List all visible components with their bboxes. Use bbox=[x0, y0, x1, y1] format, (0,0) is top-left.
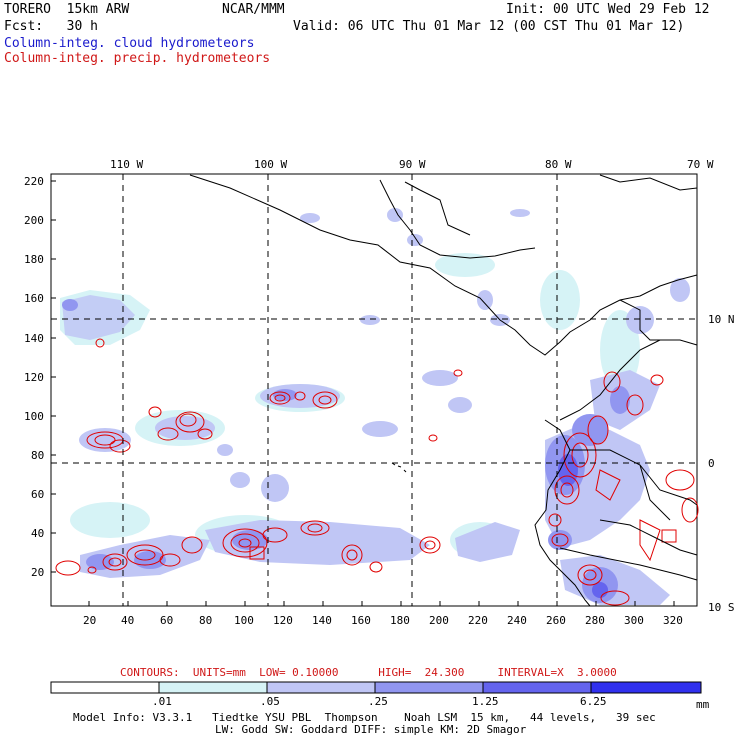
x-tick-label: 260 bbox=[546, 614, 566, 627]
colorbar bbox=[50, 681, 702, 694]
x-tick-label: 60 bbox=[160, 614, 174, 627]
model-title: TORERO 15km ARW bbox=[4, 2, 130, 17]
x-tick-label: 20 bbox=[83, 614, 97, 627]
x-tick-label: 280 bbox=[585, 614, 605, 627]
y-tick-label: 120 bbox=[24, 371, 44, 384]
lon-label-90w: 90 W bbox=[399, 158, 426, 171]
init-time: Init: 00 UTC Wed 29 Feb 12 bbox=[506, 2, 710, 17]
y-tick-label: 60 bbox=[31, 488, 45, 501]
valid-time: Valid: 06 UTC Thu 01 Mar 12 (00 CST Thu … bbox=[293, 19, 685, 34]
x-tick-label: 80 bbox=[199, 614, 213, 627]
x-tick-label: 120 bbox=[273, 614, 293, 627]
latlon-grid bbox=[51, 174, 697, 606]
x-tick-label: 180 bbox=[390, 614, 410, 627]
y-tick-label: 140 bbox=[24, 332, 44, 345]
x-tick-label: 100 bbox=[234, 614, 254, 627]
lon-label-70w: 70 W bbox=[687, 158, 714, 171]
lat-label-0: 0 bbox=[708, 457, 715, 470]
colorbar-label: .01 bbox=[152, 695, 172, 708]
y-tick-label: 20 bbox=[31, 566, 45, 579]
colorbar-label: 1.25 bbox=[472, 695, 499, 708]
forecast-hour: Fcst: 30 h bbox=[4, 19, 98, 34]
center-label: NCAR/MMM bbox=[222, 2, 285, 17]
model-info: Model Info: V3.3.1 Tiedtke YSU PBL Thomp… bbox=[73, 711, 656, 724]
coastlines bbox=[189, 174, 698, 607]
lat-label-10s: 10 S bbox=[708, 601, 735, 614]
lat-label-10n: 10 N bbox=[708, 313, 735, 326]
x-tick-label: 160 bbox=[351, 614, 371, 627]
axis-ticks bbox=[51, 180, 675, 606]
lon-label-80w: 80 W bbox=[545, 158, 572, 171]
lon-label-100w: 100 W bbox=[254, 158, 288, 171]
colorbar-units: mm bbox=[696, 698, 710, 711]
x-tick-label: 320 bbox=[663, 614, 683, 627]
field-cloud-label: Column-integ. cloud hydrometeors bbox=[4, 36, 255, 51]
model-physics: LW: Godd SW: Goddard DIFF: simple KM: 2D… bbox=[215, 723, 527, 736]
y-tick-label: 80 bbox=[31, 449, 45, 462]
y-tick-label: 160 bbox=[24, 292, 44, 305]
x-tick-label: 200 bbox=[429, 614, 449, 627]
y-tick-label: 100 bbox=[24, 410, 44, 423]
colorbar-label: .05 bbox=[260, 695, 280, 708]
x-tick-label: 300 bbox=[624, 614, 644, 627]
y-tick-label: 180 bbox=[24, 253, 44, 266]
contour-info: CONTOURS: UNITS=mm LOW= 0.10000 HIGH= 24… bbox=[120, 666, 617, 679]
field-precip-label: Column-integ. precip. hydrometeors bbox=[4, 51, 271, 66]
y-tick-label: 200 bbox=[24, 214, 44, 227]
x-tick-label: 220 bbox=[468, 614, 488, 627]
lon-label-110w: 110 W bbox=[110, 158, 144, 171]
x-tick-label: 40 bbox=[121, 614, 135, 627]
colorbar-label: 6.25 bbox=[580, 695, 607, 708]
x-tick-label: 140 bbox=[312, 614, 332, 627]
x-tick-label: 240 bbox=[507, 614, 527, 627]
precip-contours bbox=[55, 338, 699, 606]
y-tick-label: 40 bbox=[31, 527, 45, 540]
colorbar-label: .25 bbox=[368, 695, 388, 708]
y-tick-label: 220 bbox=[24, 175, 44, 188]
